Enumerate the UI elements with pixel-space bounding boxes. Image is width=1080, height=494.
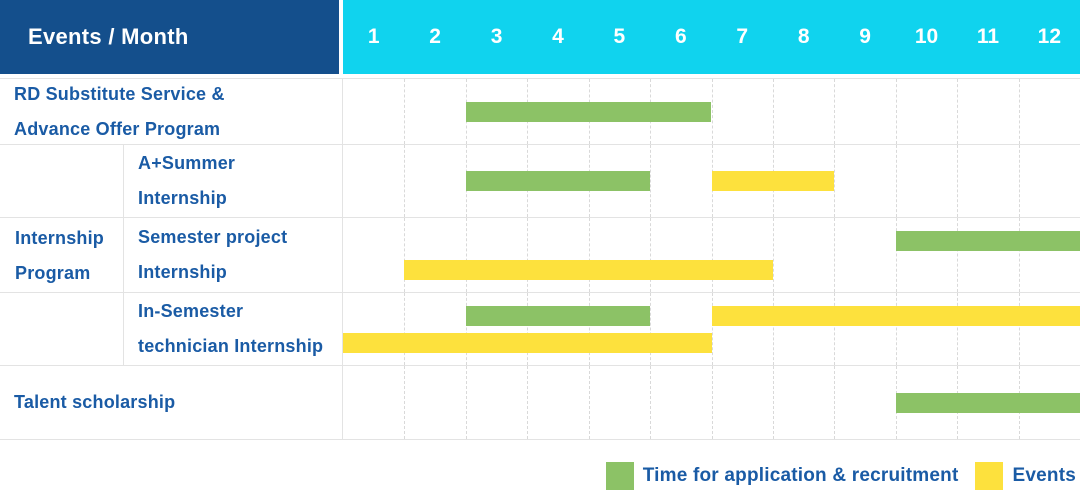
- recruitment-bar: [895, 231, 1080, 251]
- legend-item-recruitment: Time for application & recruitment: [605, 462, 959, 490]
- event-bar: [404, 260, 773, 280]
- month-gridline: [650, 145, 652, 217]
- month-gridline: [650, 366, 652, 439]
- month-gridline: [404, 79, 406, 144]
- chart-row-talent-scholarship: [343, 366, 1080, 439]
- month-gridline: [711, 293, 713, 365]
- month-tick-2: 2: [429, 25, 441, 48]
- month-gridline: [1018, 145, 1020, 217]
- month-tick-9: 9: [859, 25, 871, 48]
- month-gridline: [711, 218, 713, 292]
- month-gridline: [588, 218, 590, 292]
- row-talent-scholarship: Talent scholarship: [0, 366, 1080, 440]
- row-label-in-semester-technician-internship: In-Semester technician Internship: [124, 293, 343, 365]
- month-gridline: [834, 145, 836, 217]
- month-gridline: [895, 293, 897, 365]
- month-gridline: [957, 79, 959, 144]
- month-gridline: [895, 79, 897, 144]
- month-gridline: [772, 293, 774, 365]
- recruitment-bar: [465, 171, 651, 191]
- month-gridline: [772, 218, 774, 292]
- event-bar: [711, 306, 1080, 326]
- month-gridline: [711, 79, 713, 144]
- legend-label-events: Events: [1012, 465, 1076, 486]
- month-tick-11: 11: [976, 25, 1000, 48]
- legend-item-events: Events: [975, 462, 1076, 490]
- month-tick-6: 6: [674, 25, 687, 48]
- month-gridline: [465, 366, 467, 439]
- month-gridline: [957, 145, 959, 217]
- month-gridline: [772, 366, 774, 439]
- month-gridline: [588, 366, 590, 439]
- month-gridline: [404, 293, 406, 365]
- month-gridline: [650, 293, 652, 365]
- month-gridline: [650, 218, 652, 292]
- row-semester-project-internship: Semester project Internship: [0, 218, 1080, 293]
- month-gridline: [772, 79, 774, 144]
- row-label-semester-project-internship: Semester project Internship: [124, 218, 343, 292]
- row-label-talent-scholarship: Talent scholarship: [0, 366, 343, 439]
- recruitment-bar: [895, 392, 1080, 413]
- row-label-a-plus-summer-internship: A+Summer Internship: [124, 145, 343, 217]
- month-tick-1: 1: [367, 25, 380, 48]
- month-tick-5: 5: [613, 25, 626, 48]
- month-gridline: [527, 293, 529, 365]
- month-gridline: [404, 145, 406, 217]
- month-gridline: [527, 366, 529, 439]
- recruitment-swatch-icon: [605, 462, 634, 490]
- month-gridline: [1018, 218, 1020, 292]
- month-gridline: [465, 218, 467, 292]
- legend-label-recruitment: Time for application & recruitment: [642, 465, 959, 486]
- month-gridline: [957, 293, 959, 365]
- month-gridline: [588, 293, 590, 365]
- events-month-header: Events / Month: [0, 0, 339, 74]
- event-bar: [711, 171, 835, 191]
- month-gridline: [1018, 293, 1020, 365]
- chart-row-a-plus-summer-internship: [343, 145, 1080, 217]
- chart-row-in-semester-technician-internship: [343, 293, 1080, 365]
- row-label-rd-substitute-service: RD Substitute Service & Advance Offer Pr…: [0, 79, 343, 144]
- month-gridline: [895, 218, 897, 292]
- month-gridline: [957, 218, 959, 292]
- month-gridline: [895, 145, 897, 217]
- event-bar: [343, 333, 712, 353]
- month-gridline: [527, 218, 529, 292]
- month-gridline: [834, 218, 836, 292]
- month-gridline: [834, 79, 836, 144]
- month-gridline: [404, 218, 406, 292]
- row-in-semester-technician-internship: In-Semester technician Internship: [0, 293, 1080, 366]
- month-tick-10: 10: [914, 25, 939, 48]
- month-tick-3: 3: [490, 25, 503, 48]
- row-rd-substitute-service: RD Substitute Service & Advance Offer Pr…: [0, 78, 1080, 145]
- month-gridline: [465, 293, 467, 365]
- month-gridline: [1018, 79, 1020, 144]
- recruitment-bar: [465, 101, 712, 122]
- chart-row-rd-substitute-service: [343, 79, 1080, 144]
- recruitment-bar: [465, 306, 651, 326]
- month-gridline: [711, 366, 713, 439]
- month-header: 1 2 3 4 5 6 7 8 9 10 11 12: [343, 0, 1080, 74]
- month-tick-8: 8: [797, 25, 810, 48]
- month-tick-12: 12: [1037, 25, 1062, 48]
- month-gridline: [404, 366, 406, 439]
- legend: Time for application & recruitment Event…: [605, 462, 1076, 490]
- month-gridline: [834, 293, 836, 365]
- chart-row-semester-project-internship: [343, 218, 1080, 292]
- row-a-plus-summer-internship: A+Summer Internship: [0, 145, 1080, 218]
- events-swatch-icon: [975, 462, 1004, 490]
- month-tick-4: 4: [552, 25, 564, 48]
- month-gridline: [834, 366, 836, 439]
- month-tick-7: 7: [736, 25, 749, 48]
- group-label-internship-program: Internship Program: [0, 145, 124, 366]
